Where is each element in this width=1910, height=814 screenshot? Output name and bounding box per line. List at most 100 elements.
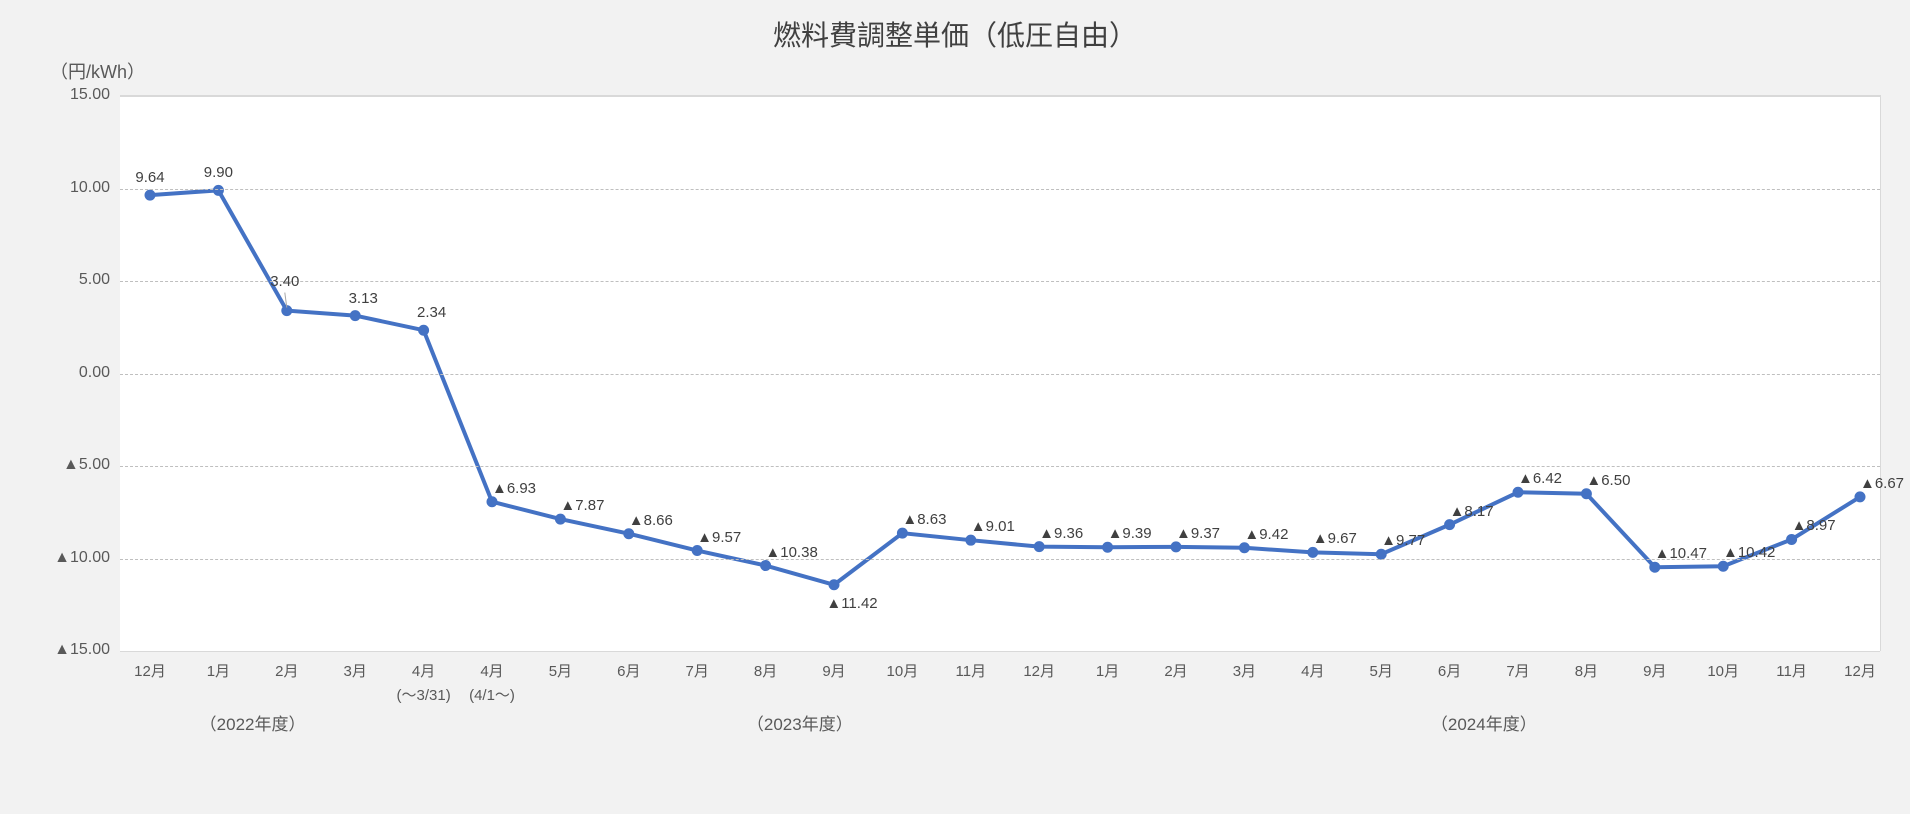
data-point xyxy=(1171,542,1181,552)
data-label: ▲6.93 xyxy=(492,480,536,497)
data-point xyxy=(1718,561,1728,571)
data-label: 2.34 xyxy=(417,304,446,321)
x-axis-year-groups: （2022年度） （2023年度） （2024年度） xyxy=(120,710,1880,740)
data-label: ▲9.01 xyxy=(971,518,1015,535)
x-tick-label: 4月 xyxy=(480,660,503,681)
x-year-label: （2022年度） xyxy=(200,710,306,735)
x-tick-label: 7月 xyxy=(686,660,709,681)
gridline xyxy=(120,281,1880,282)
data-label: ▲9.67 xyxy=(1313,530,1357,547)
data-point xyxy=(1787,534,1797,544)
x-tick-label: 7月 xyxy=(1506,660,1529,681)
data-point xyxy=(829,580,839,590)
y-axis-unit: （円/kWh） xyxy=(50,58,145,84)
data-point xyxy=(1513,487,1523,497)
data-point xyxy=(350,311,360,321)
x-tick-label: 12月 xyxy=(134,660,166,681)
data-label: 9.90 xyxy=(204,164,233,181)
data-point xyxy=(555,514,565,524)
x-tick-label: 11月 xyxy=(956,660,987,681)
data-label: ▲6.50 xyxy=(1586,472,1630,489)
data-label: ▲7.87 xyxy=(560,497,604,514)
x-axis: 12月1月2月3月4月(～3/31)4月(4/1～)5月6月7月8月9月10月1… xyxy=(120,660,1880,690)
gridline xyxy=(120,651,1880,652)
x-tick-label: 4月 xyxy=(1301,660,1324,681)
data-label: ▲9.39 xyxy=(1108,525,1152,542)
data-point xyxy=(145,190,155,200)
gridline xyxy=(120,466,1880,467)
y-tick-label: 5.00 xyxy=(79,271,110,289)
data-point xyxy=(487,497,497,507)
data-label: ▲6.67 xyxy=(1860,475,1904,492)
x-tick-label: 6月 xyxy=(617,660,640,681)
x-tick-label: 8月 xyxy=(1575,660,1598,681)
data-label: ▲8.17 xyxy=(1450,503,1494,520)
x-tick-label: 11月 xyxy=(1776,660,1807,681)
y-tick-label: 0.00 xyxy=(79,364,110,382)
data-label: ▲8.97 xyxy=(1792,517,1836,534)
data-label: 9.64 xyxy=(135,169,164,186)
gridline xyxy=(120,559,1880,560)
data-point xyxy=(213,185,223,195)
chart-container: 燃料費調整単価（低圧自由） （円/kWh） 15.0010.005.000.00… xyxy=(0,0,1910,814)
x-tick-label: 5月 xyxy=(1370,660,1393,681)
x-tick-label: 1月 xyxy=(207,660,230,681)
y-tick-label: 10.00 xyxy=(70,179,110,197)
y-tick-label: ▲15.00 xyxy=(54,641,110,659)
plot-area: 9.64 9.90 3.40 3.13 2.34 ▲6.93 ▲7.87 ▲8.66 ▲9.57… xyxy=(120,95,1881,651)
x-tick-label: 6月 xyxy=(1438,660,1461,681)
data-point xyxy=(761,561,771,571)
data-point xyxy=(1855,492,1865,502)
data-label: ▲10.42 xyxy=(1723,544,1775,561)
data-point xyxy=(1445,520,1455,530)
x-tick-label: 9月 xyxy=(1643,660,1666,681)
data-label: ▲11.42 xyxy=(826,595,877,612)
x-tick-label: 3月 xyxy=(344,660,367,681)
data-point xyxy=(624,529,634,539)
data-point xyxy=(1650,562,1660,572)
data-label: ▲9.57 xyxy=(697,529,741,546)
gridline xyxy=(120,96,1880,97)
x-tick-label: 12月 xyxy=(1844,660,1876,681)
data-point xyxy=(966,535,976,545)
data-label: ▲9.77 xyxy=(1381,532,1425,549)
x-tick-label: 12月 xyxy=(1023,660,1055,681)
data-point xyxy=(1103,542,1113,552)
x-tick-label: 5月 xyxy=(549,660,572,681)
data-label: ▲9.36 xyxy=(1039,525,1083,542)
data-label: ▲8.63 xyxy=(902,511,946,528)
x-tick-label: 4月 xyxy=(412,660,435,681)
x-tick-label: 3月 xyxy=(1233,660,1256,681)
x-year-label: （2024年度） xyxy=(1431,710,1537,735)
data-label: 3.40 xyxy=(270,273,299,290)
data-point xyxy=(1239,543,1249,553)
data-label: ▲6.42 xyxy=(1518,470,1562,487)
data-point xyxy=(897,528,907,538)
x-tick-label: 10月 xyxy=(1707,660,1739,681)
y-tick-label: ▲10.00 xyxy=(54,549,110,567)
x-tick-label: 1月 xyxy=(1096,660,1119,681)
x-tick-label: 10月 xyxy=(887,660,919,681)
data-label: 3.13 xyxy=(349,290,378,307)
gridline xyxy=(120,189,1880,190)
y-tick-label: 15.00 xyxy=(70,86,110,104)
data-point xyxy=(419,325,429,335)
x-tick-label: 2月 xyxy=(1164,660,1187,681)
x-sub-label: (4/1～) xyxy=(469,684,515,705)
data-label: ▲9.42 xyxy=(1244,526,1288,543)
y-tick-label: ▲5.00 xyxy=(63,456,110,474)
data-label: ▲10.47 xyxy=(1655,545,1707,562)
data-point xyxy=(692,546,702,556)
data-label: ▲10.38 xyxy=(765,544,817,561)
x-sub-label: (～3/31) xyxy=(397,684,451,705)
y-axis: 15.0010.005.000.00▲5.00▲10.00▲15.00 xyxy=(0,95,120,650)
x-tick-label: 9月 xyxy=(822,660,845,681)
data-point xyxy=(1581,489,1591,499)
gridline xyxy=(120,374,1880,375)
data-point xyxy=(1308,547,1318,557)
x-tick-label: 2月 xyxy=(275,660,298,681)
x-year-label: （2023年度） xyxy=(747,710,853,735)
data-label: ▲8.66 xyxy=(629,512,673,529)
x-tick-label: 8月 xyxy=(754,660,777,681)
data-label: ▲9.37 xyxy=(1176,525,1220,542)
